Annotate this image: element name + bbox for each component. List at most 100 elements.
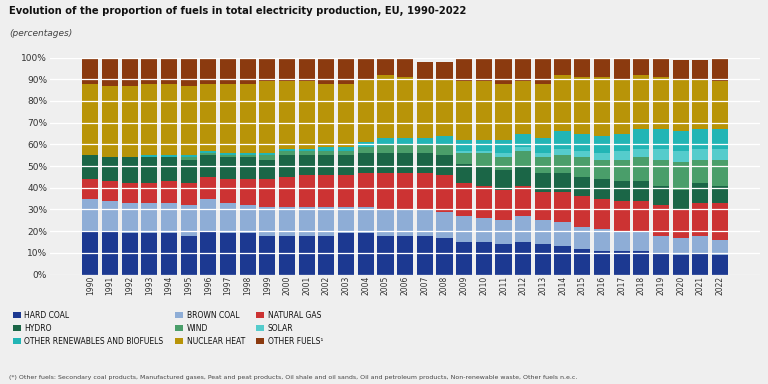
Bar xyxy=(673,79,689,131)
Bar xyxy=(102,181,118,201)
Bar xyxy=(456,216,472,242)
Bar xyxy=(319,175,335,207)
Bar xyxy=(260,235,276,275)
Bar xyxy=(102,58,118,86)
Bar xyxy=(82,231,98,275)
Bar xyxy=(299,235,315,275)
Bar xyxy=(377,235,393,275)
Bar xyxy=(692,235,708,253)
Bar xyxy=(220,157,236,179)
Bar xyxy=(574,227,591,248)
Bar xyxy=(180,160,197,184)
Bar xyxy=(535,153,551,157)
Bar xyxy=(614,151,630,160)
Bar xyxy=(279,207,295,235)
Bar xyxy=(417,153,433,172)
Bar xyxy=(614,58,630,79)
Bar xyxy=(653,235,669,253)
Bar xyxy=(338,233,354,275)
Bar xyxy=(200,151,217,153)
Bar xyxy=(554,192,571,222)
Bar xyxy=(358,79,374,142)
Bar xyxy=(220,233,236,275)
Bar xyxy=(397,77,413,138)
Bar xyxy=(299,58,315,81)
Bar xyxy=(436,155,452,175)
Bar xyxy=(180,86,197,155)
Bar xyxy=(121,58,137,86)
Bar xyxy=(279,81,295,149)
Bar xyxy=(220,179,236,203)
Bar xyxy=(633,53,649,75)
Bar xyxy=(102,157,118,181)
Bar xyxy=(614,181,630,201)
Bar xyxy=(161,58,177,84)
Bar xyxy=(673,131,689,151)
Bar xyxy=(712,149,728,160)
Bar xyxy=(535,157,551,172)
Bar xyxy=(574,197,591,227)
Bar xyxy=(299,151,315,155)
Bar xyxy=(240,233,256,275)
Bar xyxy=(436,144,452,155)
Bar xyxy=(417,144,433,153)
Bar xyxy=(633,157,649,181)
Bar xyxy=(338,84,354,147)
Bar xyxy=(377,210,393,235)
Bar xyxy=(200,231,217,275)
Bar xyxy=(299,149,315,151)
Bar xyxy=(535,172,551,192)
Bar xyxy=(712,240,728,255)
Bar xyxy=(397,210,413,235)
Bar xyxy=(436,136,452,144)
Bar xyxy=(436,62,452,79)
Bar xyxy=(515,81,531,134)
Bar xyxy=(574,151,591,157)
Bar xyxy=(495,58,511,84)
Bar xyxy=(377,153,393,172)
Bar xyxy=(260,179,276,207)
Bar xyxy=(121,203,137,233)
Bar xyxy=(554,172,571,192)
Bar xyxy=(515,134,531,147)
Bar xyxy=(574,248,591,275)
Bar xyxy=(319,155,335,175)
Bar xyxy=(712,203,728,240)
Bar xyxy=(554,222,571,247)
Bar xyxy=(456,153,472,164)
Bar xyxy=(633,251,649,275)
Bar xyxy=(475,153,492,166)
Text: (*) Other fuels: Secondary coal products, Manufactured gases, Peat and peat prod: (*) Other fuels: Secondary coal products… xyxy=(9,375,578,380)
Bar xyxy=(594,229,610,251)
Bar xyxy=(594,179,610,199)
Bar xyxy=(594,199,610,229)
Bar xyxy=(180,157,197,160)
Bar xyxy=(180,184,197,205)
Bar xyxy=(475,140,492,151)
Bar xyxy=(299,207,315,235)
Bar xyxy=(358,207,374,233)
Bar xyxy=(279,151,295,155)
Bar xyxy=(495,157,511,170)
Bar xyxy=(436,238,452,275)
Bar xyxy=(338,207,354,233)
Bar xyxy=(397,58,413,77)
Bar xyxy=(633,129,649,149)
Bar xyxy=(475,218,492,242)
Bar xyxy=(594,136,610,153)
Bar xyxy=(279,235,295,275)
Bar xyxy=(673,151,689,162)
Bar xyxy=(594,153,610,160)
Bar xyxy=(161,157,177,181)
Bar xyxy=(141,184,157,203)
Bar xyxy=(200,155,217,177)
Bar xyxy=(673,60,689,79)
Bar xyxy=(279,58,295,81)
Bar xyxy=(633,201,649,231)
Bar xyxy=(495,140,511,153)
Bar xyxy=(397,138,413,144)
Bar xyxy=(673,255,689,275)
Bar xyxy=(554,247,571,275)
Bar xyxy=(397,153,413,172)
Bar xyxy=(180,155,197,157)
